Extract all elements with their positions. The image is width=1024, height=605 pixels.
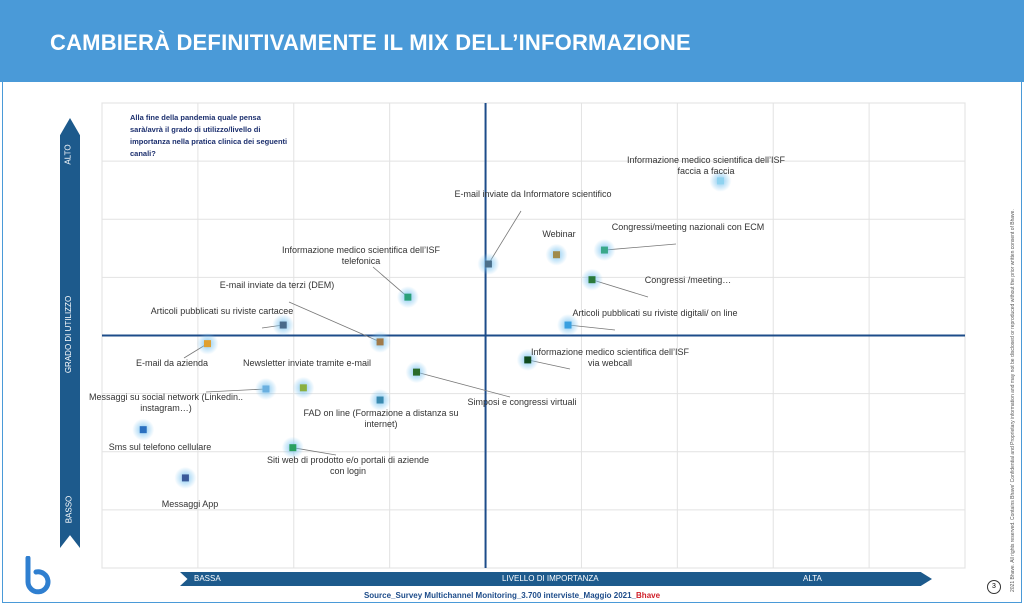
leader-line (288, 301, 381, 343)
x-axis-arrow (180, 572, 932, 586)
point-label: E-mail da azienda (135, 358, 209, 368)
point-label: Informazione medico scientifica dell’ISF… (626, 155, 786, 176)
data-point (299, 384, 307, 392)
data-point (404, 293, 412, 301)
page-number: 3 (987, 580, 1001, 594)
bhave-logo (25, 556, 51, 595)
leader-line (604, 243, 677, 251)
point-label: Siti web di prodotto e/o portali di azie… (266, 455, 430, 476)
y-high-label: ALTO (63, 144, 73, 165)
point-label: Articoli pubblicati su riviste digitali/… (572, 308, 738, 318)
leader-line (416, 371, 511, 398)
source-brand: Bhave (636, 591, 661, 600)
point-label: Informazione medico scientifica dell’ISF… (281, 245, 441, 266)
point-label: E-mail inviate da Informatore scientific… (454, 189, 612, 199)
data-point (181, 474, 189, 482)
data-point (564, 321, 572, 329)
x-low-label: BASSA (194, 574, 221, 583)
survey-question: Alla fine della pandemia quale pensa sar… (130, 113, 288, 158)
source-note: Source_Survey Multichannel Monitoring_3.… (0, 591, 1024, 600)
x-axis-label: LIVELLO DI IMPORTANZA (502, 574, 599, 583)
data-point (376, 338, 384, 346)
data-point (588, 276, 596, 284)
x-high-label: ALTA (803, 574, 822, 583)
data-point (553, 251, 561, 259)
point-label: Informazione medico scientifica dell’ISF… (530, 347, 690, 368)
data-point (289, 444, 297, 452)
source-text: Source_Survey Multichannel Monitoring_3.… (363, 591, 637, 600)
data-point (262, 385, 270, 393)
data-point (376, 396, 384, 404)
header-bar: CAMBIERÀ DEFINITIVAMENTE IL MIX DELL’INF… (0, 0, 1024, 82)
slide-title: CAMBIERÀ DEFINITIVAMENTE IL MIX DELL’INF… (50, 30, 691, 55)
data-point (139, 426, 147, 434)
point-label: Messaggi App (161, 499, 219, 509)
slide-frame (2, 82, 1022, 603)
point-label: E-mail inviate da terzi (DEM) (219, 280, 335, 290)
data-point (600, 246, 608, 254)
y-axis-label: GRADO DI UTILIZZO (64, 295, 74, 374)
point-label: Congressi/meeting nazionali con ECM (611, 222, 765, 232)
data-point (484, 260, 492, 268)
point-label: Newsletter inviate tramite e-mail (242, 358, 372, 368)
point-label: Articoli pubblicati su riviste cartacee (150, 306, 294, 316)
point-label: Sms sul telefono cellulare (108, 442, 212, 452)
copyright-note: 2021 Bhave. All rights reserved. Contain… (1010, 209, 1016, 592)
y-low-label: BASSO (64, 495, 74, 524)
y-axis-arrow (60, 118, 80, 548)
point-label: FAD on line (Formazione a distanza su in… (303, 408, 459, 429)
data-point (716, 177, 724, 185)
point-label: Messaggi su social network (Linkedin.. i… (88, 392, 244, 413)
data-point (203, 340, 211, 348)
point-label: Congressi /meeting… (644, 275, 732, 285)
point-label: Webinar (542, 229, 576, 239)
data-point (413, 368, 421, 376)
data-point (524, 356, 532, 364)
data-point (279, 321, 287, 329)
point-label: Simposi e congressi virtuali (467, 397, 577, 407)
